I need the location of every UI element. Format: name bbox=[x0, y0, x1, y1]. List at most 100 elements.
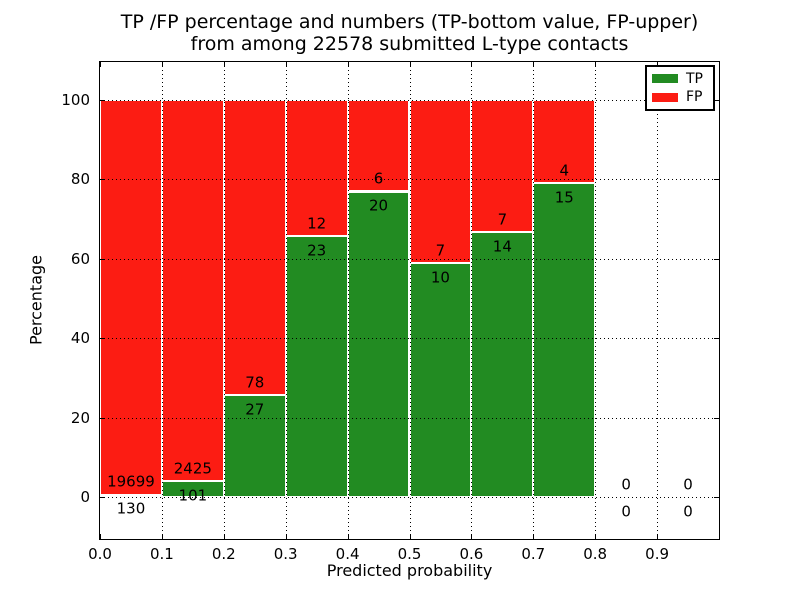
x-tick-top-0.9 bbox=[657, 62, 659, 67]
fp-count-label-5: 7 bbox=[435, 241, 446, 260]
x-tick-top-0.1 bbox=[161, 62, 163, 67]
tp-count-label-7: 15 bbox=[554, 188, 574, 207]
x-tick-bottom-0.6 bbox=[471, 534, 473, 539]
y-tick-right-100 bbox=[714, 99, 719, 101]
x-tick-top-0.2 bbox=[223, 62, 225, 67]
fp-count-label-2: 78 bbox=[245, 373, 265, 392]
y-tick-label-100: 100 bbox=[61, 90, 90, 109]
gridline-x-0.1 bbox=[161, 62, 163, 539]
gridline-x-0.5 bbox=[409, 62, 411, 539]
chart-title: TP /FP percentage and numbers (TP-bottom… bbox=[99, 11, 720, 55]
x-tick-label-0.2: 0.2 bbox=[211, 545, 236, 563]
gridline-x-0.9 bbox=[657, 62, 659, 539]
x-tick-label-0.3: 0.3 bbox=[273, 545, 298, 563]
legend: TP FP bbox=[645, 65, 715, 111]
x-tick-label-0.6: 0.6 bbox=[459, 545, 484, 563]
fp-count-label-7: 4 bbox=[559, 161, 570, 180]
x-tick-top-0.7 bbox=[533, 62, 535, 67]
x-tick-label-0.4: 0.4 bbox=[335, 545, 360, 563]
gridline-x-0.2 bbox=[223, 62, 225, 539]
tp-count-label-1: 101 bbox=[178, 486, 208, 505]
bar-segment-tp-0 bbox=[100, 494, 162, 498]
y-tick-left-40 bbox=[100, 338, 105, 340]
y-tick-label-0: 0 bbox=[80, 488, 90, 507]
tp-count-label-9: 0 bbox=[683, 502, 693, 521]
x-tick-label-0.7: 0.7 bbox=[521, 545, 546, 563]
y-tick-left-80 bbox=[100, 179, 105, 181]
y-tick-label-20: 20 bbox=[70, 408, 90, 427]
legend-swatch-fp-icon bbox=[652, 92, 678, 102]
y-tick-label-40: 40 bbox=[70, 329, 90, 348]
gridline-x-0.7 bbox=[533, 62, 535, 539]
y-tick-left-0 bbox=[100, 497, 105, 499]
gridline-x-0.6 bbox=[471, 62, 473, 539]
y-tick-right-20 bbox=[714, 417, 719, 419]
x-tick-bottom-0.9 bbox=[657, 534, 659, 539]
x-tick-bottom-0.2 bbox=[223, 534, 225, 539]
y-tick-left-60 bbox=[100, 258, 105, 260]
bar-segment-fp-1 bbox=[161, 99, 224, 482]
tp-count-label-2: 27 bbox=[245, 400, 265, 419]
tp-count-label-4: 20 bbox=[369, 196, 389, 215]
bar-segment-fp-0 bbox=[100, 99, 162, 495]
x-tick-bottom-0.5 bbox=[409, 534, 411, 539]
fp-count-label-3: 12 bbox=[307, 214, 327, 233]
x-tick-label-0.0: 0.0 bbox=[88, 545, 112, 563]
bar-segment-tp-6 bbox=[471, 232, 534, 498]
legend-item-fp: FP bbox=[652, 90, 713, 104]
x-axis-label: Predicted probability bbox=[326, 561, 493, 580]
x-tick-top-0.4 bbox=[347, 62, 349, 67]
chart-title-line2: from among 22578 submitted L-type contac… bbox=[190, 33, 629, 55]
bar-segment-tp-2 bbox=[223, 395, 286, 498]
gridline-x-0.4 bbox=[347, 62, 349, 539]
tp-count-label-3: 23 bbox=[307, 241, 327, 260]
fp-count-label-6: 7 bbox=[497, 210, 508, 229]
legend-item-tp: TP bbox=[652, 72, 713, 86]
bar-segment-fp-2 bbox=[223, 99, 286, 396]
bar-segment-tp-7 bbox=[533, 183, 596, 498]
x-tick-bottom-0.1 bbox=[161, 534, 163, 539]
y-tick-right-0 bbox=[714, 497, 719, 499]
fp-count-label-0: 19699 bbox=[107, 472, 155, 491]
fp-count-label-8: 0 bbox=[621, 475, 631, 494]
tp-count-label-6: 14 bbox=[492, 237, 512, 256]
bar-segment-tp-5 bbox=[409, 263, 472, 498]
fp-count-label-9: 0 bbox=[683, 475, 693, 494]
plot-area: 19699 130 2425 101 78 27 12 23 6 20 7 10 7 14 4 15 0 0 0 0 bbox=[99, 61, 720, 540]
tp-count-label-8: 0 bbox=[621, 502, 631, 521]
legend-label-tp: TP bbox=[686, 70, 703, 87]
x-tick-label-0.8: 0.8 bbox=[583, 545, 608, 563]
gridline-x-0.3 bbox=[285, 62, 287, 539]
x-tick-top-0.0 bbox=[100, 62, 101, 67]
fp-count-label-1: 2425 bbox=[173, 459, 212, 478]
legend-swatch-tp-icon bbox=[652, 74, 678, 84]
gridline-x-0.8 bbox=[595, 62, 597, 539]
y-tick-label-60: 60 bbox=[70, 249, 90, 268]
x-tick-label-0.1: 0.1 bbox=[149, 545, 174, 563]
x-tick-bottom-0.7 bbox=[533, 534, 535, 539]
y-tick-right-80 bbox=[714, 179, 719, 181]
chart-title-line1: TP /FP percentage and numbers (TP-bottom… bbox=[120, 11, 699, 33]
x-tick-label-0.9: 0.9 bbox=[645, 545, 670, 563]
y-tick-label-80: 80 bbox=[70, 170, 90, 189]
fp-count-label-4: 6 bbox=[373, 169, 384, 188]
y-tick-left-20 bbox=[100, 417, 105, 419]
x-tick-top-0.3 bbox=[285, 62, 287, 67]
legend-label-fp: FP bbox=[686, 89, 703, 106]
y-tick-right-40 bbox=[714, 338, 719, 340]
x-tick-bottom-0.3 bbox=[285, 534, 287, 539]
bar-segment-fp-3 bbox=[285, 99, 348, 237]
x-tick-bottom-0.0 bbox=[100, 534, 101, 539]
x-tick-top-0.6 bbox=[471, 62, 473, 67]
bar-segment-tp-4 bbox=[347, 191, 410, 498]
x-tick-top-0.8 bbox=[595, 62, 597, 67]
tp-count-label-5: 10 bbox=[430, 268, 450, 287]
x-tick-bottom-0.8 bbox=[595, 534, 597, 539]
bar-segment-fp-5 bbox=[409, 99, 472, 264]
x-tick-top-0.5 bbox=[409, 62, 411, 67]
bar-segment-tp-3 bbox=[285, 236, 348, 498]
x-tick-bottom-0.4 bbox=[347, 534, 349, 539]
y-tick-left-100 bbox=[100, 99, 105, 101]
y-tick-right-60 bbox=[714, 258, 719, 260]
